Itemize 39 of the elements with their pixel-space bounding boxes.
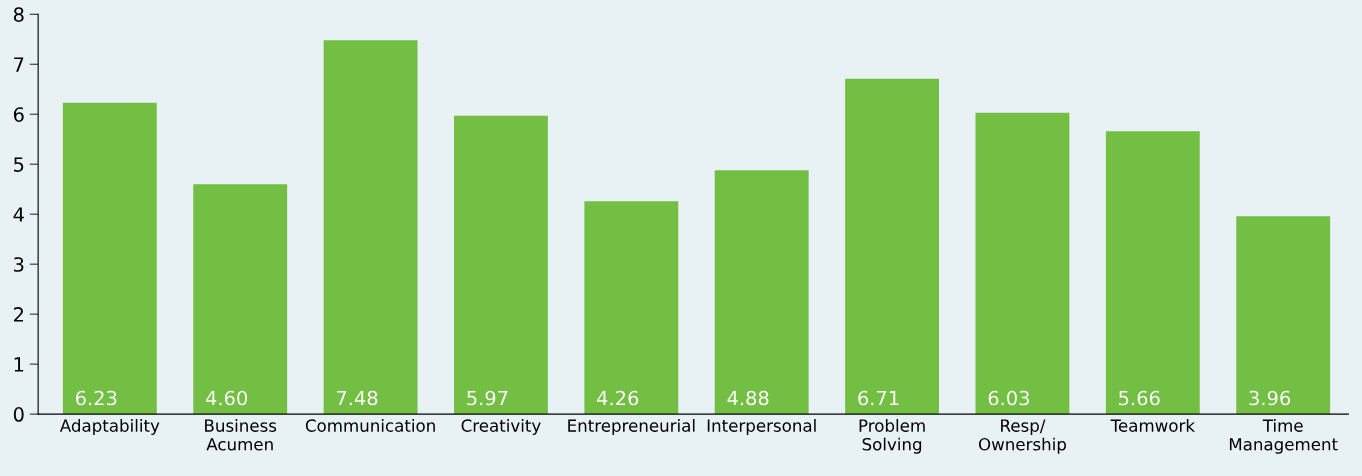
x-tick-label: Creativity [461, 418, 541, 436]
y-tick-label: 5 [14, 157, 24, 172]
data-label: 5.66 [1119, 390, 1160, 406]
data-label: 5.97 [467, 390, 508, 406]
bar [454, 115, 548, 415]
x-tick-label: Business Acumen [205, 418, 277, 451]
y-tick-label: 2 [13, 307, 23, 322]
y-tick-label: 6 [13, 107, 24, 122]
y-tick-label: 8 [13, 7, 24, 22]
x-tick-label: Communication [305, 418, 435, 432]
bar [1105, 131, 1200, 415]
y-tick-label: 4 [13, 207, 24, 222]
bar [62, 102, 157, 415]
bar [1236, 216, 1331, 415]
data-label: 6.03 [988, 390, 1029, 406]
x-tick-label: Entrepreneurial [568, 418, 695, 436]
data-label: 6.23 [76, 390, 117, 406]
data-label: 6.71 [858, 390, 899, 406]
data-label: 4.26 [597, 390, 639, 406]
x-tick-label: Time Management [1229, 418, 1338, 454]
y-tick-label: 3 [14, 257, 24, 272]
bar [975, 112, 1070, 415]
y-tick-label: 1 [14, 357, 24, 372]
y-tick-label: 0 [13, 407, 24, 422]
x-tick-label: Interpersonal [707, 418, 816, 436]
data-label: 4.88 [727, 390, 769, 406]
x-tick-label: Resp/ Ownership [978, 419, 1066, 454]
y-tick-label: 7 [14, 57, 24, 72]
x-tick-label: Teamwork [1110, 418, 1195, 432]
bar [584, 201, 679, 415]
bar [714, 170, 809, 415]
data-label: 4.60 [205, 390, 248, 406]
data-label: 7.48 [336, 390, 378, 406]
bar [193, 184, 288, 415]
x-tick-label: Problem Solving [859, 418, 925, 454]
bar [845, 78, 940, 415]
bar [323, 40, 418, 415]
data-label: 3.96 [1249, 390, 1291, 406]
x-tick-label: Adaptability [59, 418, 160, 436]
